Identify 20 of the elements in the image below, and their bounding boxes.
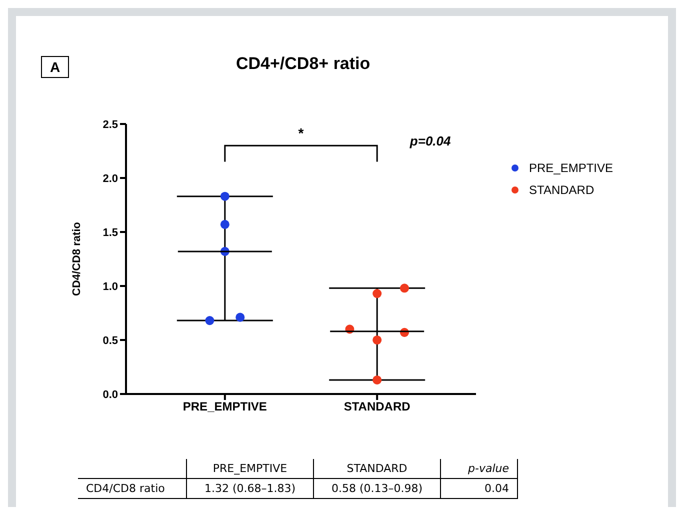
text: p-value xyxy=(440,459,518,478)
y-tick-label: 2.0 xyxy=(102,172,118,185)
category-label: PRE_EMPTIVE xyxy=(212,462,288,475)
category-label: STANDARD xyxy=(346,462,408,475)
text: CD4/CD8 ratio xyxy=(78,478,186,498)
annotation: * xyxy=(298,125,304,142)
y-tick-label: 1.5 xyxy=(102,226,118,239)
chart-title: CD4+/CD8+ ratio xyxy=(236,54,370,74)
text: A xyxy=(41,56,70,78)
text: 1.32 (0.68–1.83) xyxy=(186,478,314,498)
y-axis-title: CD4/CD8 ratio xyxy=(70,222,83,296)
legend-label: PRE_EMPTIVE xyxy=(529,161,614,175)
y-tick-label: 0.5 xyxy=(102,334,118,347)
y-tick-label: 0.0 xyxy=(102,388,118,401)
text: 0.04 xyxy=(440,478,518,498)
y-tick-label: 2.5 xyxy=(102,118,118,131)
annotation: p=0.04 xyxy=(408,134,452,149)
legend-label: STANDARD xyxy=(529,183,594,197)
y-tick-label: 1.0 xyxy=(102,280,118,293)
text: 0.58 (0.13–0.98) xyxy=(314,478,440,498)
